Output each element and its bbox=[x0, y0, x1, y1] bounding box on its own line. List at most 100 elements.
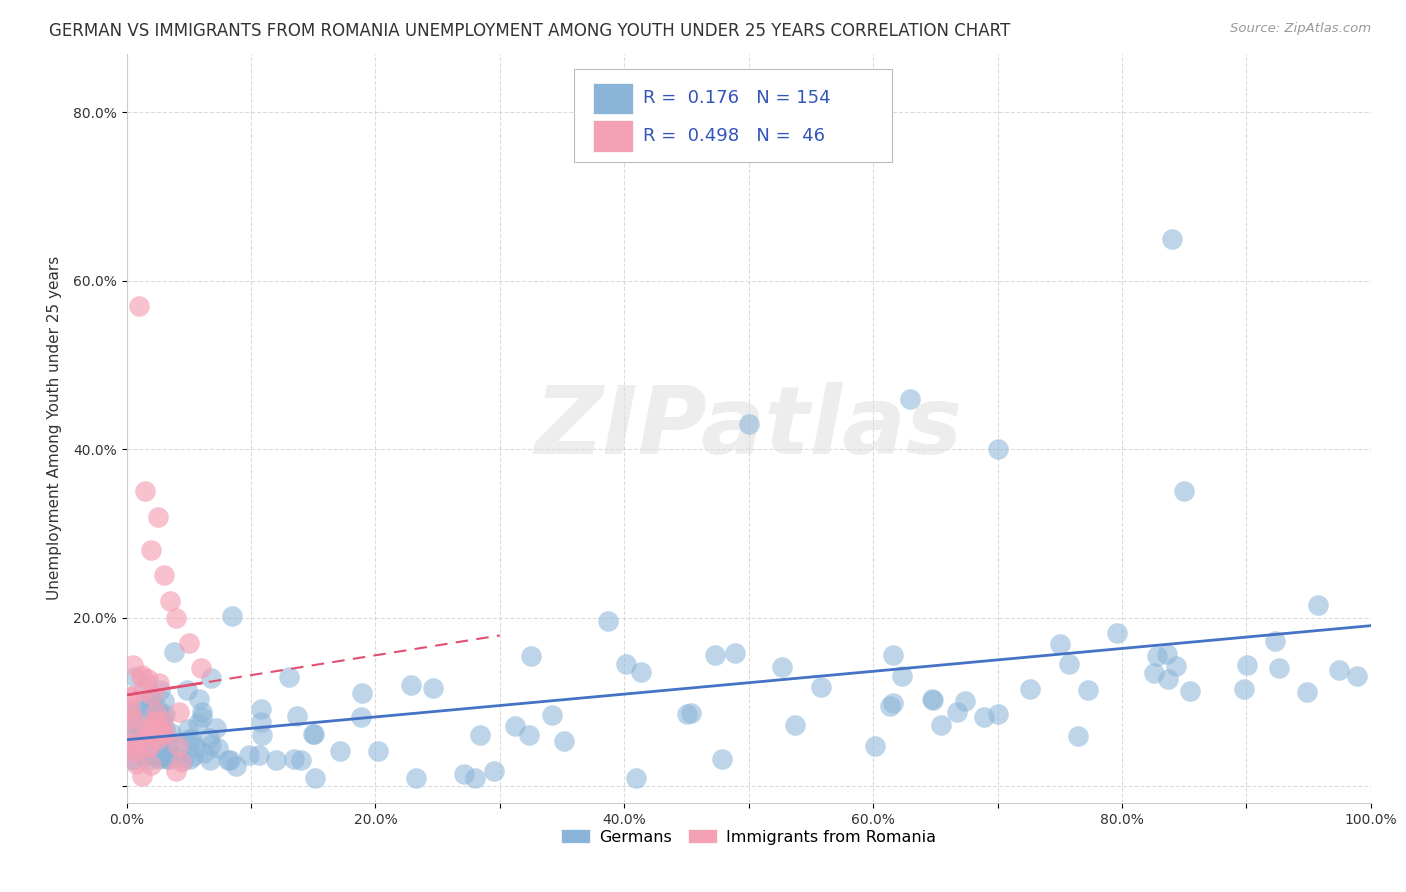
Text: R =  0.498   N =  46: R = 0.498 N = 46 bbox=[643, 127, 825, 145]
Point bbox=[193, 746, 215, 760]
Point bbox=[124, 701, 146, 715]
Point bbox=[987, 442, 1010, 457]
Point bbox=[128, 746, 150, 760]
Point bbox=[134, 484, 156, 499]
Point bbox=[953, 694, 976, 708]
Point bbox=[159, 734, 181, 748]
Point bbox=[153, 568, 176, 582]
Point bbox=[863, 739, 886, 753]
Point bbox=[1019, 681, 1042, 696]
Point bbox=[367, 744, 389, 758]
FancyBboxPatch shape bbox=[593, 83, 633, 114]
Point bbox=[124, 745, 146, 759]
Point bbox=[1160, 232, 1182, 246]
Point bbox=[180, 731, 202, 746]
Point bbox=[121, 754, 143, 768]
Point bbox=[121, 752, 143, 766]
Point bbox=[146, 509, 169, 524]
Point bbox=[149, 682, 172, 697]
Point bbox=[304, 771, 326, 785]
Point bbox=[250, 715, 273, 730]
Point bbox=[468, 727, 491, 741]
Point bbox=[1156, 672, 1178, 686]
Point bbox=[520, 649, 543, 664]
Point bbox=[624, 771, 647, 785]
Point bbox=[900, 392, 922, 406]
Point bbox=[785, 717, 807, 731]
Point bbox=[138, 753, 160, 767]
Point bbox=[1057, 657, 1080, 671]
Point bbox=[422, 681, 444, 695]
Point bbox=[141, 543, 163, 558]
Point bbox=[152, 708, 174, 723]
Point bbox=[505, 719, 527, 733]
Point bbox=[142, 714, 165, 729]
Point bbox=[150, 740, 173, 755]
Point bbox=[141, 688, 163, 702]
Point bbox=[134, 744, 156, 758]
Point bbox=[1232, 682, 1254, 697]
Point bbox=[922, 693, 945, 707]
Point bbox=[121, 738, 143, 752]
Point bbox=[132, 749, 155, 764]
Point bbox=[131, 668, 153, 682]
Point bbox=[266, 754, 288, 768]
Point bbox=[120, 703, 142, 717]
Text: R =  0.176   N = 154: R = 0.176 N = 154 bbox=[643, 89, 831, 107]
Point bbox=[287, 709, 309, 723]
Point bbox=[153, 728, 176, 742]
Point bbox=[238, 747, 260, 762]
Point bbox=[145, 705, 167, 719]
Point bbox=[921, 691, 943, 706]
Point bbox=[150, 746, 173, 760]
Point bbox=[159, 593, 181, 607]
Point bbox=[125, 757, 148, 772]
Point bbox=[150, 736, 173, 750]
Point bbox=[879, 698, 901, 713]
Point bbox=[135, 727, 157, 741]
Point bbox=[166, 749, 188, 764]
Point bbox=[172, 753, 194, 767]
Point bbox=[160, 726, 183, 740]
Point bbox=[770, 660, 793, 674]
Point bbox=[1306, 599, 1329, 613]
Point bbox=[1143, 666, 1166, 681]
Point bbox=[250, 702, 273, 716]
Point bbox=[148, 676, 170, 690]
Point bbox=[131, 742, 153, 756]
Point bbox=[149, 737, 172, 751]
Point bbox=[553, 734, 575, 748]
Point bbox=[149, 712, 172, 726]
Point bbox=[136, 739, 159, 754]
Point bbox=[301, 727, 323, 741]
Point bbox=[165, 764, 187, 778]
Point bbox=[145, 705, 167, 719]
Point bbox=[200, 671, 222, 685]
Point bbox=[987, 706, 1010, 721]
Point bbox=[703, 648, 725, 662]
Point bbox=[131, 769, 153, 783]
Point bbox=[1066, 729, 1088, 743]
Point bbox=[153, 724, 176, 739]
Point bbox=[146, 726, 169, 740]
Point bbox=[329, 744, 352, 758]
Point bbox=[128, 299, 150, 313]
Text: GERMAN VS IMMIGRANTS FROM ROMANIA UNEMPLOYMENT AMONG YOUTH UNDER 25 YEARS CORREL: GERMAN VS IMMIGRANTS FROM ROMANIA UNEMPL… bbox=[49, 22, 1011, 40]
Point bbox=[156, 744, 179, 758]
Point bbox=[153, 729, 176, 743]
Point bbox=[405, 771, 427, 785]
Point bbox=[191, 710, 214, 724]
Point bbox=[163, 645, 186, 659]
Point bbox=[141, 758, 163, 772]
Point bbox=[141, 697, 163, 711]
Point bbox=[139, 693, 162, 707]
Point bbox=[129, 670, 152, 684]
Point bbox=[157, 749, 180, 764]
Point bbox=[121, 716, 143, 731]
Point bbox=[145, 698, 167, 713]
Text: ZIPatlas: ZIPatlas bbox=[534, 382, 963, 475]
Point bbox=[484, 764, 506, 778]
Point bbox=[136, 677, 159, 691]
Point bbox=[118, 730, 141, 744]
Point bbox=[225, 759, 247, 773]
